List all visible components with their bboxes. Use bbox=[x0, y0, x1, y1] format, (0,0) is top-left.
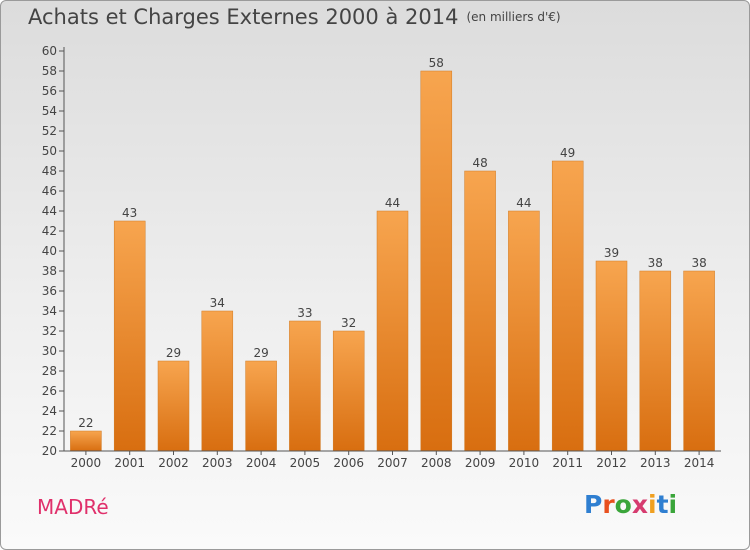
data-label: 29 bbox=[166, 346, 181, 360]
logo-letter: i bbox=[648, 490, 657, 519]
x-tick-label: 2008 bbox=[421, 456, 452, 470]
x-tick-label: 2010 bbox=[509, 456, 540, 470]
x-tick-label: 2001 bbox=[114, 456, 145, 470]
data-label: 48 bbox=[472, 156, 487, 170]
y-tick-label: 42 bbox=[42, 224, 57, 238]
data-label: 43 bbox=[122, 206, 137, 220]
data-label: 34 bbox=[210, 296, 225, 310]
x-tick-label: 2003 bbox=[202, 456, 233, 470]
y-tick-label: 54 bbox=[42, 104, 57, 118]
y-tick-label: 26 bbox=[42, 384, 57, 398]
logo-letter: o bbox=[614, 490, 632, 519]
logo-letter: P bbox=[584, 490, 603, 519]
x-tick-label: 2000 bbox=[71, 456, 102, 470]
data-label: 22 bbox=[78, 416, 93, 430]
x-tick-label: 2002 bbox=[158, 456, 189, 470]
chart-title: Achats et Charges Externes 2000 à 2014 (e… bbox=[28, 5, 561, 29]
y-tick-label: 50 bbox=[42, 144, 57, 158]
x-tick-label: 2009 bbox=[465, 456, 496, 470]
bar bbox=[332, 330, 365, 452]
y-tick-label: 20 bbox=[42, 444, 57, 458]
y-tick-label: 30 bbox=[42, 344, 57, 358]
bar bbox=[551, 160, 584, 452]
y-tick-label: 44 bbox=[42, 204, 57, 218]
data-label: 38 bbox=[691, 256, 706, 270]
logo-letter: r bbox=[602, 490, 615, 519]
x-tick-label: 2006 bbox=[333, 456, 364, 470]
x-tick-label: 2004 bbox=[246, 456, 277, 470]
y-tick-label: 32 bbox=[42, 324, 57, 338]
chart-title-text: Achats et Charges Externes 2000 à 2014 bbox=[28, 5, 459, 29]
x-tick-label: 2012 bbox=[596, 456, 627, 470]
y-tick-label: 58 bbox=[42, 64, 57, 78]
commune-name: MADRé bbox=[37, 495, 109, 519]
y-tick-label: 52 bbox=[42, 124, 57, 138]
bar bbox=[683, 270, 715, 452]
x-tick-label: 2007 bbox=[377, 456, 408, 470]
bar bbox=[113, 220, 146, 452]
bar bbox=[639, 270, 672, 452]
y-tick-label: 60 bbox=[42, 44, 57, 58]
data-label: 39 bbox=[604, 246, 619, 260]
bar bbox=[464, 170, 496, 452]
y-tick-label: 38 bbox=[42, 264, 57, 278]
y-tick-label: 24 bbox=[42, 404, 57, 418]
y-tick-label: 40 bbox=[42, 244, 57, 258]
data-label: 33 bbox=[297, 306, 312, 320]
bar bbox=[157, 360, 190, 452]
bar bbox=[420, 70, 453, 452]
bar bbox=[289, 320, 321, 452]
y-tick-label: 56 bbox=[42, 84, 57, 98]
bar bbox=[201, 310, 234, 452]
y-tick-label: 34 bbox=[42, 304, 57, 318]
data-label: 44 bbox=[516, 196, 531, 210]
logo-letter: i bbox=[668, 490, 678, 519]
chart-subtitle: (en milliers d'€) bbox=[466, 10, 561, 24]
bar bbox=[595, 260, 628, 452]
data-label: 29 bbox=[253, 346, 268, 360]
bar bbox=[245, 360, 277, 452]
bar bbox=[376, 210, 409, 452]
bar bbox=[70, 430, 102, 452]
x-tick-label: 2005 bbox=[290, 456, 321, 470]
x-tick-label: 2014 bbox=[684, 456, 715, 470]
bar bbox=[508, 210, 540, 452]
y-tick-label: 46 bbox=[42, 184, 57, 198]
data-label: 38 bbox=[648, 256, 663, 270]
logo-letter: t bbox=[656, 490, 669, 519]
logo-letter: x bbox=[631, 490, 648, 519]
y-tick-label: 36 bbox=[42, 284, 57, 298]
y-tick-label: 22 bbox=[42, 424, 57, 438]
x-tick-label: 2011 bbox=[552, 456, 583, 470]
data-label: 44 bbox=[385, 196, 400, 210]
data-label: 32 bbox=[341, 316, 356, 330]
y-tick-label: 28 bbox=[42, 364, 57, 378]
x-tick-label: 2013 bbox=[640, 456, 671, 470]
data-label: 58 bbox=[429, 56, 444, 70]
proxiti-logo: Proxiti bbox=[584, 490, 677, 519]
y-tick-label: 48 bbox=[42, 164, 57, 178]
data-label: 49 bbox=[560, 146, 575, 160]
